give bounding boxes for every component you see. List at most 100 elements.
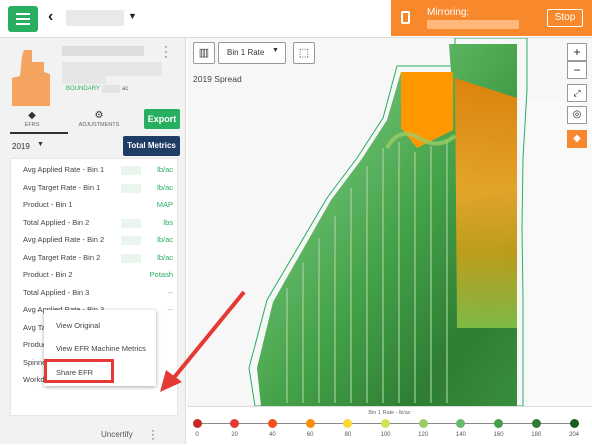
field-name-redacted: [62, 46, 144, 56]
zoom-in-button[interactable]: +: [567, 43, 587, 61]
tab-adjustments[interactable]: ⚙ ADJUSTMENTS: [74, 110, 124, 128]
legend-tick-label: 60: [306, 432, 314, 438]
metric-label: Avg Target Rate - Bin 1: [23, 182, 101, 192]
legend-tick-label: 160: [493, 432, 504, 438]
metric-row: Avg Target Rate - Bin 1 lb/ac: [23, 183, 173, 195]
mirroring-device-redacted: [427, 20, 519, 29]
field-selector-redacted[interactable]: [66, 10, 124, 26]
active-tab-indicator: [10, 132, 68, 134]
more-options-icon[interactable]: · · ·: [164, 39, 168, 63]
rate-legend: Bin 1 Rate - lb/ac 0 20 40 60 80 100 120 140 160…: [187, 406, 592, 444]
zoom-out-button[interactable]: −: [567, 61, 587, 79]
globe-icon[interactable]: ◎: [567, 106, 587, 124]
total-metrics-button[interactable]: Total Metrics: [123, 136, 180, 156]
tab-efrs[interactable]: ◆ EFRS: [12, 110, 52, 128]
metric-label: Workd: [23, 375, 45, 384]
metric-label: Product - Bin 2: [23, 270, 73, 279]
chevron-down-icon[interactable]: ▼: [128, 11, 137, 21]
metric-row: Product - Bin 2 Potash: [23, 270, 173, 282]
rate-layer-select[interactable]: Bin 1 Rate: [218, 42, 286, 64]
metric-row: Avg Target Rate - Bin 2 lb/ac: [23, 253, 173, 265]
mirroring-banner: Mirroring: Stop: [391, 0, 592, 36]
metric-row: Product - Bin 1 MAP: [23, 200, 173, 212]
legend-color-dot: [343, 419, 353, 428]
menu-item-view-efr-machine-metrics[interactable]: View EFR Machine Metrics: [56, 344, 146, 353]
device-icon: [401, 11, 410, 24]
legend-color-dot: [267, 419, 277, 428]
metric-value-redacted: [121, 253, 141, 263]
menu-item-share-efr[interactable]: Share EFR: [56, 368, 94, 377]
metric-label: Product - Bin 1: [23, 200, 73, 209]
metric-value: Potash: [149, 270, 173, 279]
metric-row: Avg Targ: [23, 323, 173, 335]
metric-row: Total Applied - Bin 2 lbs: [23, 218, 173, 230]
metric-row: Spinner: [23, 358, 173, 370]
field-details-redacted: [62, 62, 162, 76]
legend-tick-label: 40: [269, 432, 276, 438]
tab-efrs-label: EFRS: [24, 122, 40, 128]
fullscreen-icon[interactable]: ⤢: [567, 84, 587, 102]
share-efr-highlight-box: [44, 359, 114, 383]
metric-value: lb/ac: [157, 182, 173, 192]
metric-label: Avg Target Rate - Bin 2: [23, 252, 101, 262]
top-bar: ‹ ▼ Mirroring: Stop: [0, 0, 592, 38]
metric-label: Spinner: [23, 357, 49, 367]
export-button[interactable]: Export: [144, 109, 180, 129]
legend-color-dot: [381, 419, 390, 428]
layers-icon[interactable]: ◆: [567, 130, 587, 148]
panel-tabs: ◆ EFRS ⚙ ADJUSTMENTS: [0, 110, 186, 132]
metric-value: lb/ac: [157, 235, 173, 244]
legend-color-dot: [192, 419, 202, 428]
metric-label: Avg Targ: [23, 322, 53, 332]
metric-value-redacted: [121, 218, 141, 228]
metric-label: Avg Applied Rate - Bin 3: [23, 305, 104, 314]
map-view[interactable]: [187, 38, 592, 406]
chevron-down-icon[interactable]: ▼: [272, 47, 279, 54]
menu-item-view-original[interactable]: View Original: [56, 321, 101, 330]
metric-value: lbs: [163, 217, 173, 227]
boundary-acres-redacted: [102, 85, 120, 93]
field-boundary-thumbnail: [12, 50, 50, 106]
legend-tick-label: 140: [455, 432, 466, 438]
hamburger-menu-button[interactable]: [8, 6, 38, 32]
legend-tick-label: 80: [344, 432, 352, 438]
spread-heatmap: [248, 38, 592, 406]
metric-value: --: [168, 287, 173, 297]
boundary-label: BOUNDARY: [66, 86, 100, 92]
metric-row: Workd: [23, 375, 173, 387]
legend-color-dot: [305, 419, 315, 428]
metric-label: Avg Applied Rate - Bin 1: [23, 165, 105, 174]
legend-tick-label: 0: [195, 432, 199, 438]
back-arrow-icon[interactable]: ‹: [48, 8, 54, 25]
chevron-down-icon[interactable]: ▼: [37, 141, 44, 148]
metric-value: MAP: [156, 200, 173, 209]
select-area-button[interactable]: ⬚: [293, 42, 315, 64]
tab-adjustments-label: ADJUSTMENTS: [78, 122, 120, 128]
field-details-redacted: [62, 76, 106, 84]
legend-title: Bin 1 Rate - lb/ac: [368, 410, 411, 416]
metric-row: Product: [23, 340, 173, 352]
more-options-icon[interactable]: · · ·: [151, 423, 155, 445]
legend-color-dot: [230, 419, 240, 428]
legend-tick-label: 204: [568, 432, 579, 438]
mirroring-label: Mirroring:: [427, 7, 470, 18]
legend-tick-label: 100: [380, 432, 391, 438]
metric-row: Avg Applied Rate - Bin 1 lb/ac: [23, 165, 173, 177]
legend-color-dot: [569, 419, 579, 428]
split-view-button[interactable]: ▥: [193, 42, 215, 64]
metric-row: Total Applied - Bin 3 --: [23, 288, 173, 300]
metric-row: Avg Applied Rate - Bin 2 lb/ac: [23, 235, 173, 247]
metric-value: lb/ac: [157, 252, 173, 262]
year-select[interactable]: 2019: [12, 142, 30, 151]
metric-value-redacted: [121, 236, 141, 245]
stop-button[interactable]: Stop: [547, 9, 583, 27]
metric-value-redacted: [121, 183, 141, 193]
legend-color-dot: [456, 419, 466, 428]
legend-tick-label: 20: [231, 432, 239, 438]
acres-unit: ac: [122, 86, 129, 92]
metric-label: Total Applied - Bin 2: [23, 217, 90, 227]
legend-tick-label: 180: [531, 432, 542, 438]
legend-color-dot: [418, 419, 428, 428]
uncertify-button[interactable]: Uncertify: [101, 430, 133, 439]
metric-value: --: [168, 305, 173, 314]
